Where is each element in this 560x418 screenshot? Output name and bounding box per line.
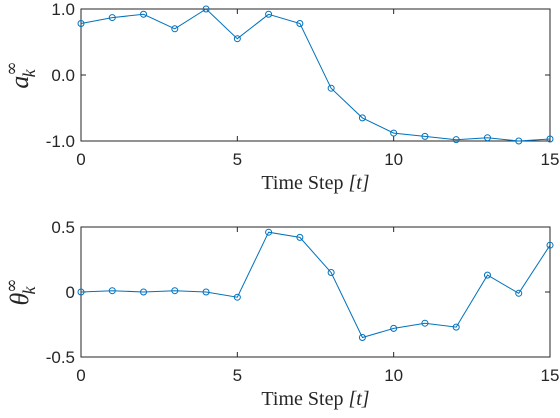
data-point xyxy=(202,5,210,13)
y-axis-label: θ∞k xyxy=(2,279,39,306)
data-point xyxy=(77,20,85,28)
data-point xyxy=(140,10,148,18)
data-point xyxy=(483,271,491,279)
x-axis-label: Time Step [t] xyxy=(261,172,369,194)
data-point xyxy=(390,129,398,137)
data-point xyxy=(515,289,523,297)
data-point xyxy=(421,319,429,327)
x-axis-label: Time Step [t] xyxy=(261,388,369,410)
chart-panel-1: 0 5 10 15 -1.0 0.0 1.0 Time Step [t] a∞k xyxy=(2,0,559,194)
y-tick-label: 0.0 xyxy=(51,66,75,85)
data-point xyxy=(452,323,460,331)
x-tick-label: 15 xyxy=(541,366,560,385)
y-tick-label: -0.5 xyxy=(46,348,75,367)
data-point xyxy=(202,288,210,296)
data-point xyxy=(265,10,273,18)
y-tick-label: 0 xyxy=(66,283,75,302)
x-tick-label: 0 xyxy=(76,366,85,385)
data-point xyxy=(171,287,179,295)
data-point xyxy=(327,269,335,276)
data-point xyxy=(108,14,116,22)
data-point xyxy=(296,233,304,241)
y-tick-label: 1.0 xyxy=(51,0,75,19)
data-point xyxy=(515,137,523,145)
x-tick-label: 5 xyxy=(233,150,242,169)
data-point xyxy=(421,132,429,140)
data-point xyxy=(483,134,491,142)
data-point xyxy=(358,334,366,341)
axes-box xyxy=(80,8,551,142)
x-tick-label: 15 xyxy=(541,150,560,169)
y-tick-label: 0.5 xyxy=(51,218,75,237)
series-line xyxy=(80,8,551,142)
data-point xyxy=(546,135,554,143)
data-point xyxy=(296,20,304,28)
data-point xyxy=(171,25,179,33)
data-point xyxy=(327,84,335,92)
data-point xyxy=(77,288,85,296)
data-point xyxy=(358,114,366,122)
data-point xyxy=(140,288,148,296)
data-point xyxy=(452,136,460,144)
data-point xyxy=(546,241,554,249)
x-tick-label: 10 xyxy=(384,366,403,385)
data-point xyxy=(233,293,241,301)
data-point xyxy=(265,228,273,236)
y-axis-label: a∞k xyxy=(2,61,39,88)
y-tick-label: -1.0 xyxy=(46,132,75,151)
x-tick-label: 10 xyxy=(384,150,403,169)
data-point xyxy=(108,287,116,295)
x-tick-label: 5 xyxy=(233,366,242,385)
series-line xyxy=(80,231,551,339)
x-tick-label: 0 xyxy=(76,150,85,169)
data-point xyxy=(390,324,398,332)
data-point xyxy=(233,35,241,43)
